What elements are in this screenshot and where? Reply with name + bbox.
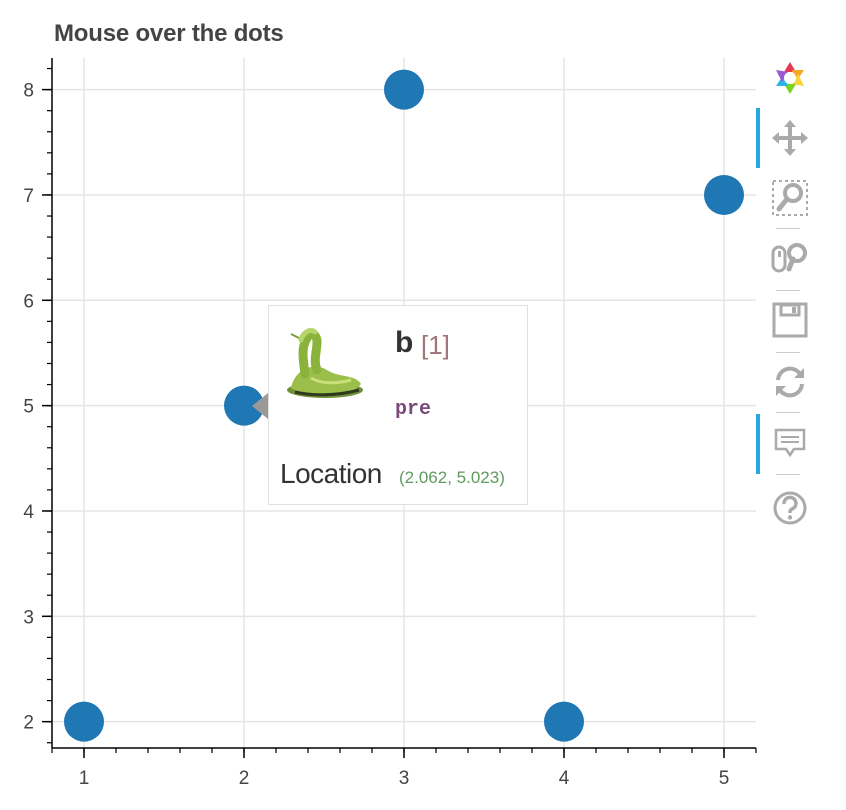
plot-toolbar (756, 56, 816, 536)
bokeh-logo-icon[interactable] (770, 58, 810, 98)
y-tick-label: 5 (23, 397, 34, 418)
tooltip-index: [1] (421, 330, 450, 360)
y-tick-label: 8 (23, 81, 34, 102)
hover-active-indicator (756, 414, 760, 474)
y-tick-label: 3 (23, 607, 34, 628)
x-tick-label: 2 (239, 768, 250, 789)
y-tick-label: 4 (23, 502, 34, 523)
box-zoom-icon[interactable] (770, 178, 810, 218)
hover-icon[interactable] (770, 424, 810, 464)
toolbar-separator (776, 412, 800, 413)
axes: 1 2 3 4 5 2 3 4 5 6 7 8 (23, 58, 757, 789)
wheel-zoom-icon[interactable] (770, 238, 810, 278)
toolbar-separator (776, 290, 800, 291)
x-tick-label: 5 (719, 768, 730, 789)
toolbar-separator (776, 474, 800, 475)
x-tick-label: 3 (399, 768, 410, 789)
data-point-a[interactable] (64, 701, 104, 742)
tooltip-pre-text: pre (395, 398, 432, 421)
y-tick-label: 2 (23, 713, 34, 734)
tooltip-name: b (395, 326, 414, 359)
tooltip-location-value: (2.062, 5.023) (399, 468, 505, 487)
save-icon[interactable] (770, 300, 810, 340)
tooltip-location-label: Location (280, 458, 382, 489)
data-point-c[interactable] (384, 69, 424, 110)
tooltip-arrow (252, 393, 268, 419)
toolbar-separator (776, 352, 800, 353)
data-point-e[interactable] (704, 174, 744, 215)
x-tick-label: 4 (559, 768, 570, 789)
y-tick-label: 6 (23, 291, 34, 312)
y-tick-label: 7 (23, 186, 34, 207)
hover-tooltip: b [1] pre Location (2.062, 5.023) (268, 305, 528, 505)
data-point-d[interactable] (544, 701, 584, 742)
pan-icon[interactable] (770, 118, 810, 158)
x-tick-label: 1 (79, 768, 90, 789)
reset-icon[interactable] (770, 362, 810, 402)
snake-photo-icon (287, 327, 363, 398)
chart-title: Mouse over the dots (54, 20, 284, 47)
pan-active-indicator (756, 108, 760, 168)
help-icon[interactable] (770, 488, 810, 528)
toolbar-separator (776, 228, 800, 229)
